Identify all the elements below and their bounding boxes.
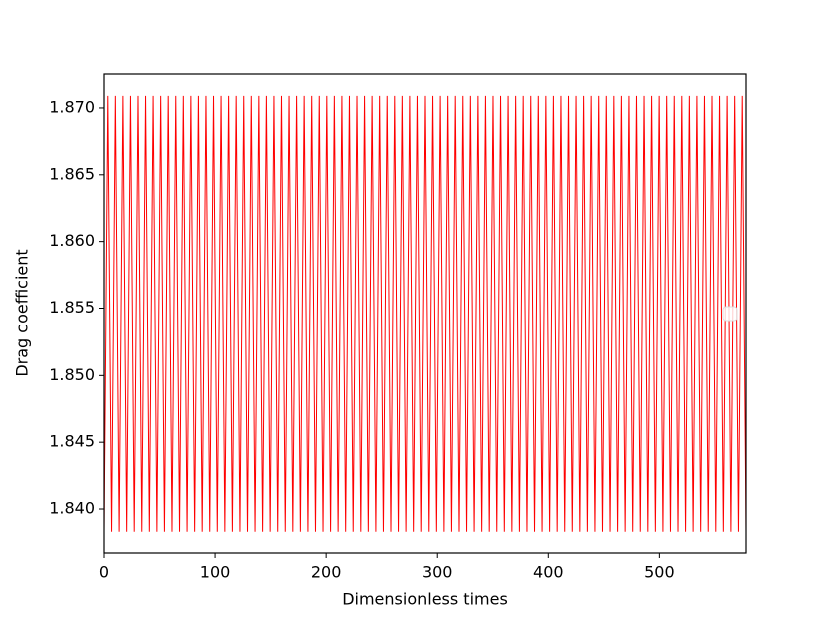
x-tick-label: 100 — [200, 563, 231, 582]
y-tick-label: 1.855 — [49, 298, 95, 317]
y-tick-label: 1.850 — [49, 365, 95, 384]
legend-box — [722, 306, 738, 322]
y-tick-label: 1.840 — [49, 499, 95, 518]
data-line — [104, 95, 746, 532]
y-tick-label: 1.860 — [49, 231, 95, 250]
x-tick-label: 400 — [533, 563, 564, 582]
x-tick-label: 0 — [99, 563, 109, 582]
x-axis-label: Dimensionless times — [342, 590, 508, 609]
axes-frame — [103, 73, 747, 554]
y-tick-label: 1.845 — [49, 432, 95, 451]
y-axis-label: Drag coefficient — [13, 249, 32, 376]
x-tick-label: 500 — [644, 563, 675, 582]
plot-area — [104, 95, 746, 532]
x-tick-label: 200 — [311, 563, 342, 582]
y-tick-label: 1.870 — [49, 97, 95, 116]
x-tick-label: 300 — [422, 563, 453, 582]
y-tick-label: 1.865 — [49, 164, 95, 183]
